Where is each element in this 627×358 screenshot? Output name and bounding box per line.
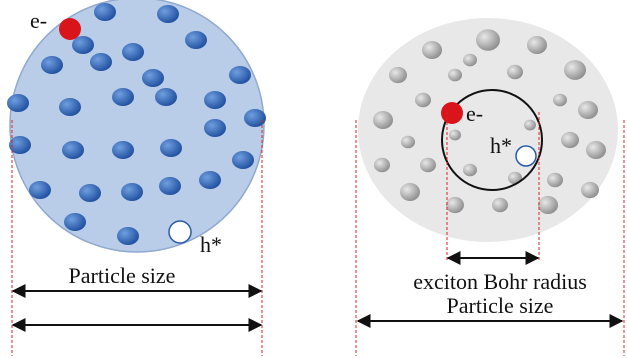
diagram: e- h* Particle size e- h* exciton Bohr r… (0, 0, 627, 358)
dot (29, 181, 51, 199)
dot (112, 141, 134, 159)
dot (524, 120, 536, 131)
dot (553, 94, 567, 107)
size-label: Particle size (447, 293, 554, 318)
dot (204, 91, 226, 109)
dot (204, 119, 226, 137)
left-panel: e- h* Particle size (7, 0, 266, 356)
dot (581, 182, 599, 198)
dot (117, 227, 139, 245)
radius-label: exciton Bohr radius (413, 269, 587, 294)
dot (547, 173, 563, 187)
dot (157, 5, 179, 23)
dot (121, 183, 143, 201)
dot (59, 98, 81, 116)
dot (527, 36, 547, 54)
dot (561, 132, 579, 148)
dot (94, 3, 116, 21)
dot (446, 197, 464, 213)
dot (122, 43, 144, 61)
right-panel: e- h* exciton Bohr radius Particle size (356, 18, 624, 356)
dot (492, 198, 508, 212)
dot (142, 69, 164, 87)
dot (229, 66, 251, 84)
particle (10, 0, 264, 252)
dot (448, 69, 462, 82)
dot (7, 94, 29, 112)
dot (449, 130, 461, 141)
dot (199, 171, 221, 189)
dot (159, 177, 181, 195)
dot (41, 56, 63, 74)
hole-label: h* (490, 133, 512, 158)
dot (476, 29, 500, 51)
electron (59, 18, 81, 40)
hole-label: h* (200, 232, 222, 257)
dot (373, 111, 393, 129)
dot (401, 136, 415, 149)
dot (538, 196, 558, 214)
dot (578, 101, 598, 119)
dot (244, 109, 266, 127)
dot (232, 151, 254, 169)
electron-label: e- (30, 8, 47, 33)
electron-label: e- (466, 101, 483, 126)
dot (420, 158, 436, 172)
dot (415, 93, 431, 107)
dot (564, 60, 586, 80)
dot (160, 139, 182, 157)
dot (463, 54, 477, 67)
dot (463, 164, 477, 177)
dot (374, 158, 390, 172)
particle (358, 18, 618, 242)
dot (72, 36, 94, 54)
electron (441, 102, 463, 124)
dot (185, 31, 207, 49)
dot (507, 65, 523, 79)
hole (169, 221, 191, 243)
dot (112, 88, 134, 106)
dot (586, 141, 606, 159)
dot (64, 213, 86, 231)
dot (389, 67, 407, 83)
dot (400, 183, 420, 201)
dot (62, 141, 84, 159)
size-label: Particle size (69, 263, 176, 288)
hole (516, 146, 536, 166)
dot (155, 88, 177, 106)
dot (90, 53, 112, 71)
dot (79, 184, 101, 202)
dot (422, 41, 442, 59)
